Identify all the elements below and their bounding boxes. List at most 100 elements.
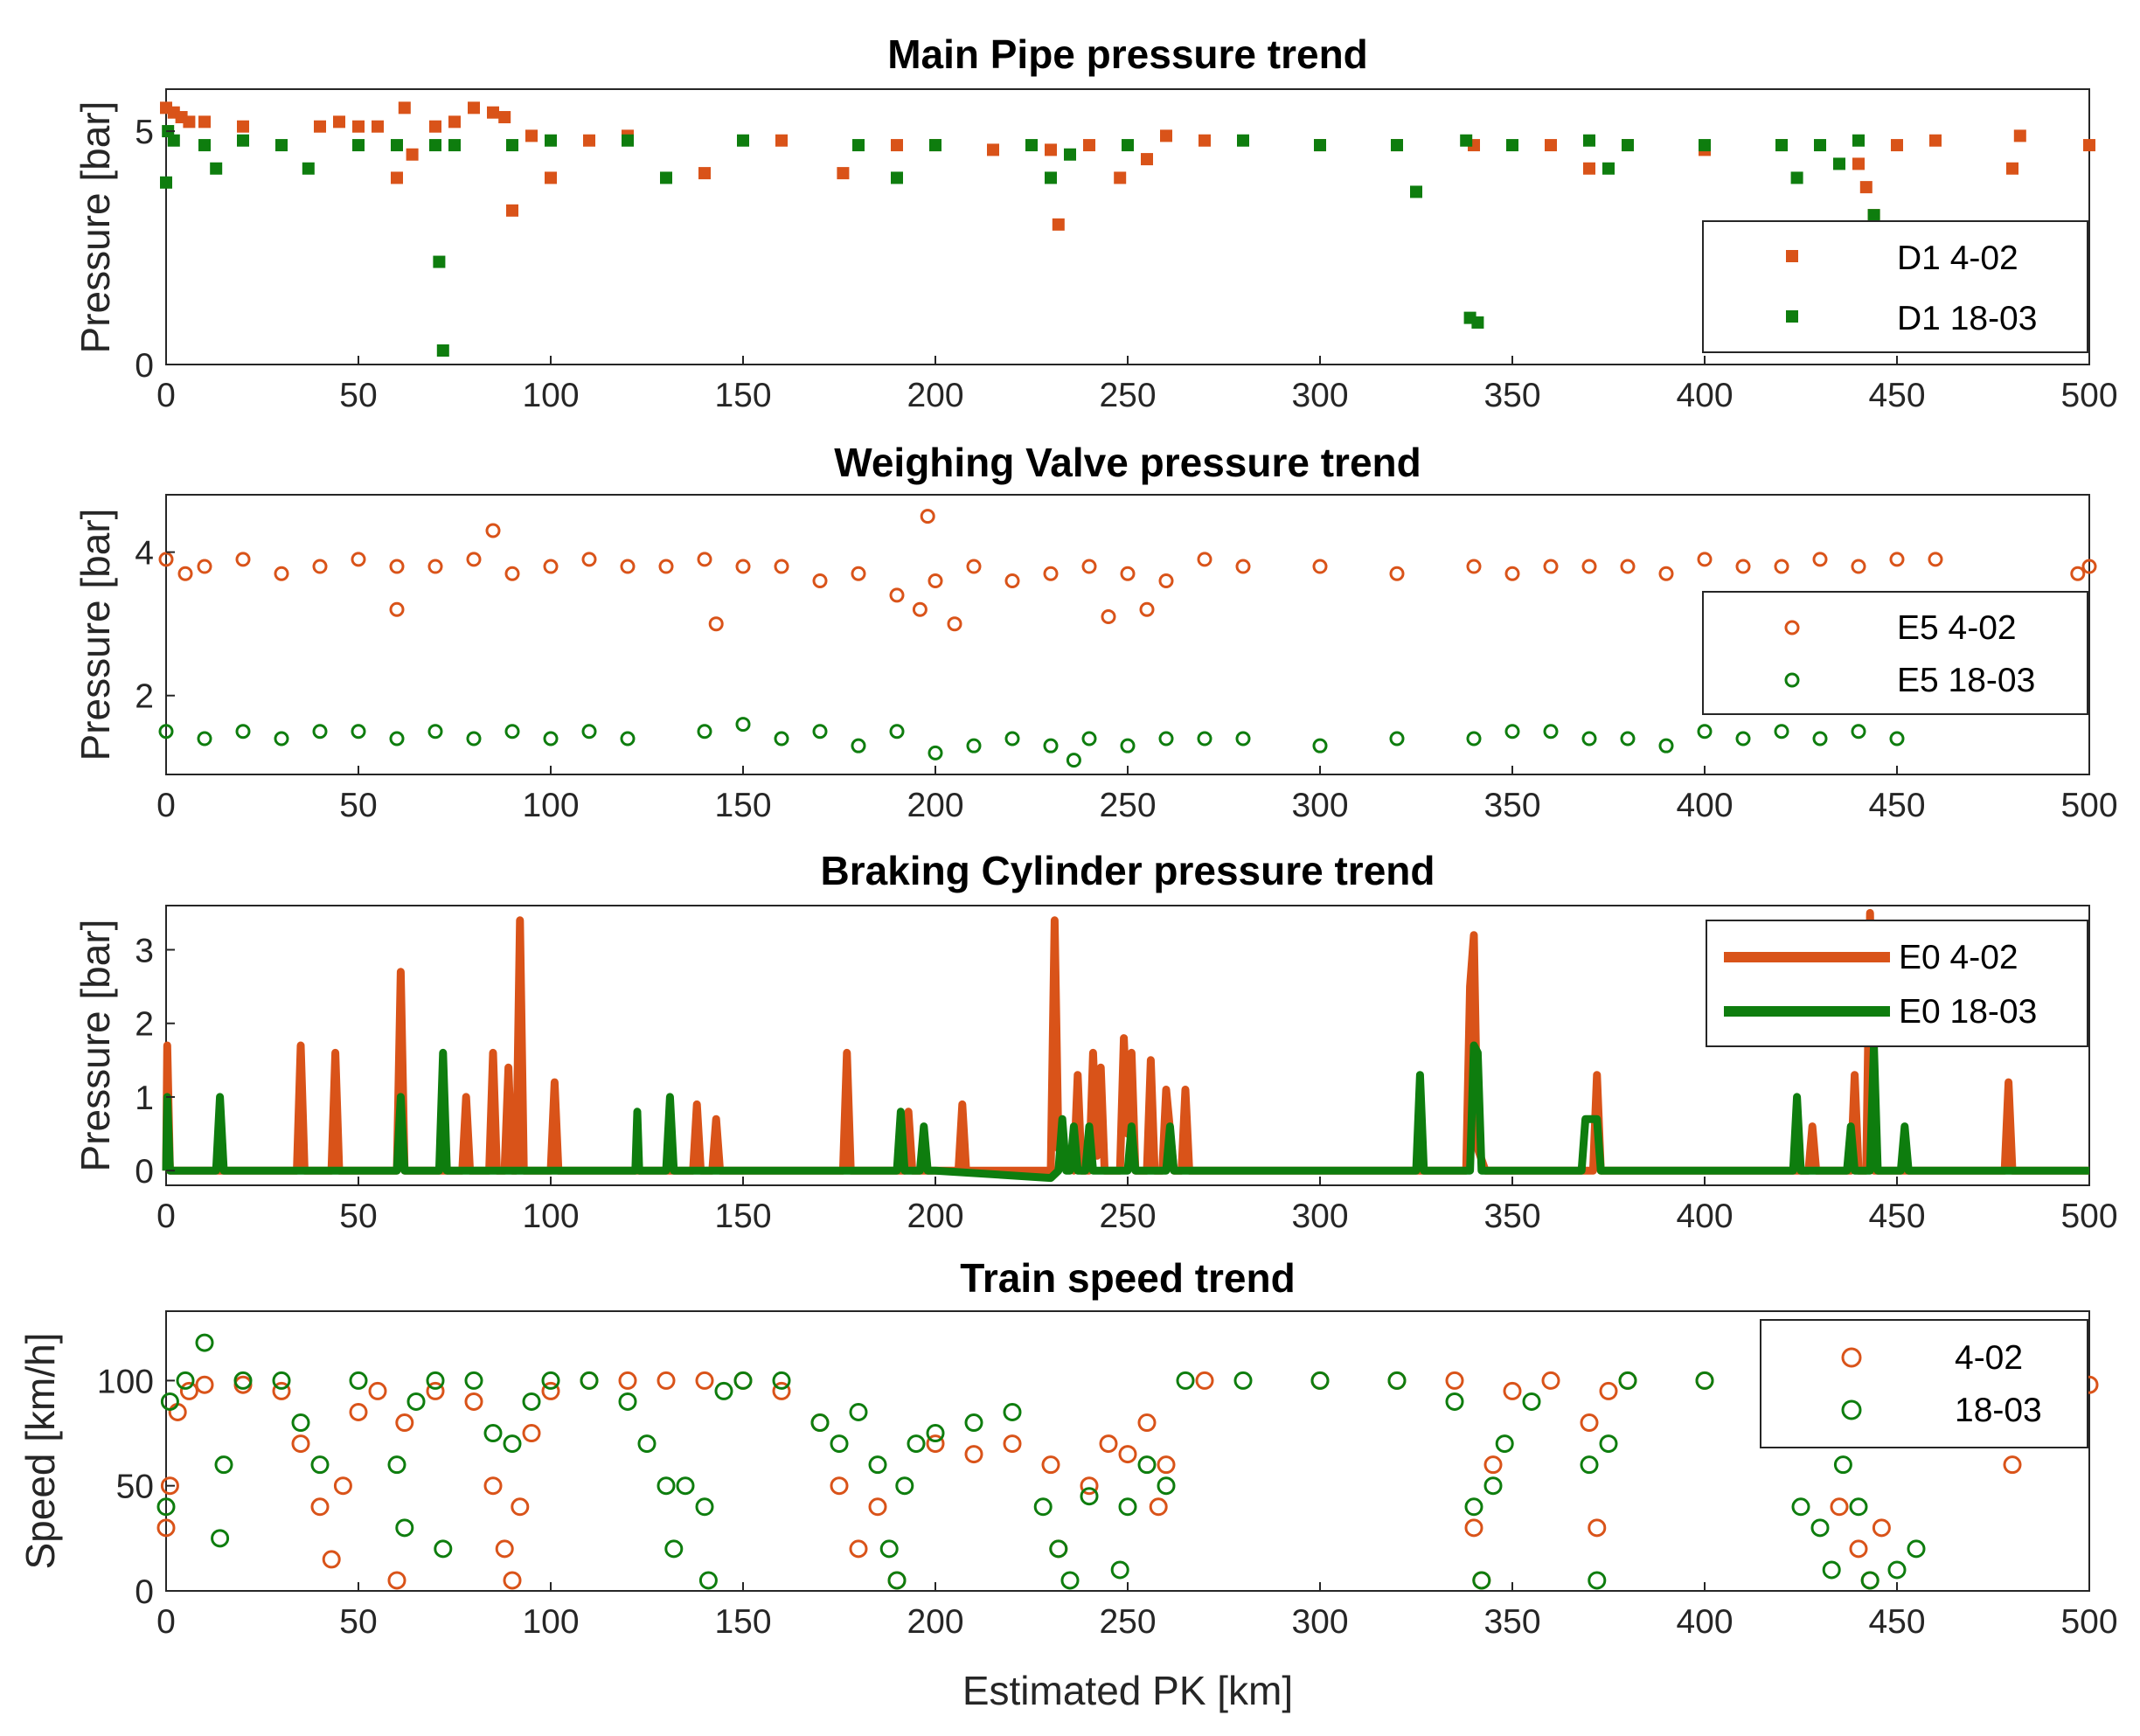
weighing-valve-point [485, 523, 501, 538]
braking-cylinder-xtick-label: 100 [522, 1198, 579, 1235]
train-speed-point [349, 1371, 368, 1390]
train-speed-point [1157, 1476, 1176, 1496]
train-speed-point [657, 1476, 676, 1496]
train-speed-point [233, 1371, 253, 1390]
train-speed-point [1445, 1371, 1464, 1390]
weighing-valve-point [1812, 552, 1828, 567]
train-speed-point [1618, 1371, 1637, 1390]
main-pipe-point [891, 139, 903, 152]
main-pipe-legend: D1 4-02 D1 18-03 [1702, 220, 2088, 353]
braking-cylinder-legend: E0 4-02 E0 18-03 [1706, 920, 2088, 1047]
train-speed-series-1803 [156, 1333, 2022, 1590]
braking-cylinder-ytick-label: 3 [135, 933, 154, 970]
weighing-valve-point [1543, 559, 1559, 574]
weighing-valve-point [1504, 724, 1520, 740]
weighing-valve-xtick-label: 250 [1099, 787, 1156, 824]
main-pipe-point [837, 167, 850, 180]
main-pipe-point [622, 134, 634, 147]
train-speed-point [695, 1497, 714, 1517]
main-pipe-point [433, 255, 446, 268]
weighing-valve-point [177, 566, 193, 581]
weighing-valve-point [389, 601, 405, 617]
train-speed-point [1849, 1539, 1868, 1559]
train-speed-point [580, 1371, 599, 1390]
weighing-valve-point [197, 731, 212, 746]
weighing-valve-legend-marker-1803 [1784, 672, 1800, 688]
weighing-valve-point [928, 745, 943, 760]
weighing-valve-title: Weighing Valve pressure trend [834, 440, 1421, 485]
train-speed-point [176, 1371, 195, 1390]
main-pipe-xtick-label: 50 [339, 377, 377, 414]
train-speed-xtick-label: 400 [1676, 1603, 1733, 1641]
main-pipe-point [237, 134, 249, 147]
main-pipe-point [506, 204, 518, 217]
train-speed-point [522, 1392, 541, 1411]
weighing-valve-point [1504, 566, 1520, 581]
train-speed-point [1541, 1371, 1560, 1390]
train-speed-xlabel: Estimated PK [km] [962, 1668, 1293, 1713]
weighing-valve-point [1928, 552, 1943, 567]
braking-cylinder-xtick-label: 350 [1483, 1198, 1540, 1235]
train-speed-point [772, 1371, 791, 1390]
weighing-valve-yticks: 24 [135, 535, 175, 716]
main-pipe-point [2013, 129, 2026, 142]
braking-cylinder-xtick-label: 200 [907, 1198, 963, 1235]
train-speed-point [1849, 1497, 1868, 1517]
weighing-valve-point [812, 573, 828, 588]
train-speed-point [1580, 1413, 1599, 1433]
main-pipe-point [1045, 143, 1057, 156]
main-pipe-point [1237, 134, 1249, 147]
main-pipe-point [1506, 139, 1518, 152]
train-speed-point [1176, 1371, 1195, 1390]
train-speed-point [1495, 1434, 1514, 1454]
main-pipe-point [167, 134, 180, 147]
main-pipe-point [429, 139, 441, 152]
weighing-valve-point [966, 559, 982, 574]
train-speed-point [772, 1381, 791, 1400]
train-speed-point [618, 1371, 637, 1390]
train-speed-xtick-label: 250 [1099, 1603, 1156, 1641]
weighing-valve-point [1735, 731, 1751, 746]
braking-cylinder-line [162, 1041, 2089, 1183]
weighing-valve-point [427, 724, 443, 740]
weighing-valve-point [466, 731, 482, 746]
weighing-valve-point [274, 566, 289, 581]
weighing-valve-point [1081, 559, 1097, 574]
train-speed-point [1522, 1392, 1541, 1411]
weighing-valve-point [1697, 724, 1713, 740]
main-pipe-point [1852, 157, 1865, 170]
main-pipe-point [1814, 139, 1826, 152]
weighing-valve-point [1066, 753, 1081, 768]
main-pipe-point [1160, 129, 1172, 142]
train-speed-point [714, 1381, 733, 1400]
weighing-valve-point [812, 724, 828, 740]
train-speed-point [695, 1371, 714, 1390]
weighing-valve-point [1158, 573, 1174, 588]
main-pipe-point [775, 134, 788, 147]
weighing-valve-panel: Weighing Valve pressure trend Pressure [… [73, 440, 2118, 824]
weighing-valve-xtick-label: 300 [1291, 787, 1348, 824]
main-pipe-xticks: 0 50 100 150 200 250 300 350 400 450 500 [156, 356, 2118, 414]
weighing-valve-point [235, 724, 251, 740]
train-speed-point [322, 1550, 341, 1569]
weighing-valve-point [1120, 738, 1136, 753]
weighing-valve-point [581, 552, 597, 567]
weighing-valve-point [274, 731, 289, 746]
train-speed-point [1137, 1413, 1157, 1433]
train-speed-point [368, 1381, 387, 1400]
train-speed-xtick-label: 50 [339, 1603, 377, 1641]
train-speed-point [541, 1381, 560, 1400]
train-speed-xticks: 0 50 100 150 200 250 300 350 400 450 500 [156, 1582, 2118, 1641]
main-pipe-ytick-label: 0 [135, 347, 154, 385]
main-pipe-point [237, 120, 249, 133]
main-pipe-xtick-label: 150 [714, 377, 771, 414]
braking-cylinder-panel: Braking Cylinder pressure trend Pressure… [73, 848, 2118, 1235]
train-speed-point [387, 1455, 406, 1475]
main-pipe-xtick-label: 300 [1291, 377, 1348, 414]
train-speed-point [887, 1571, 907, 1590]
braking-cylinder-xtick-label: 400 [1676, 1198, 1733, 1235]
braking-cylinder-xtick-label: 250 [1099, 1198, 1156, 1235]
weighing-valve-point [1081, 731, 1097, 746]
train-speed-point [291, 1413, 310, 1433]
weighing-valve-xtick-label: 50 [339, 787, 377, 824]
